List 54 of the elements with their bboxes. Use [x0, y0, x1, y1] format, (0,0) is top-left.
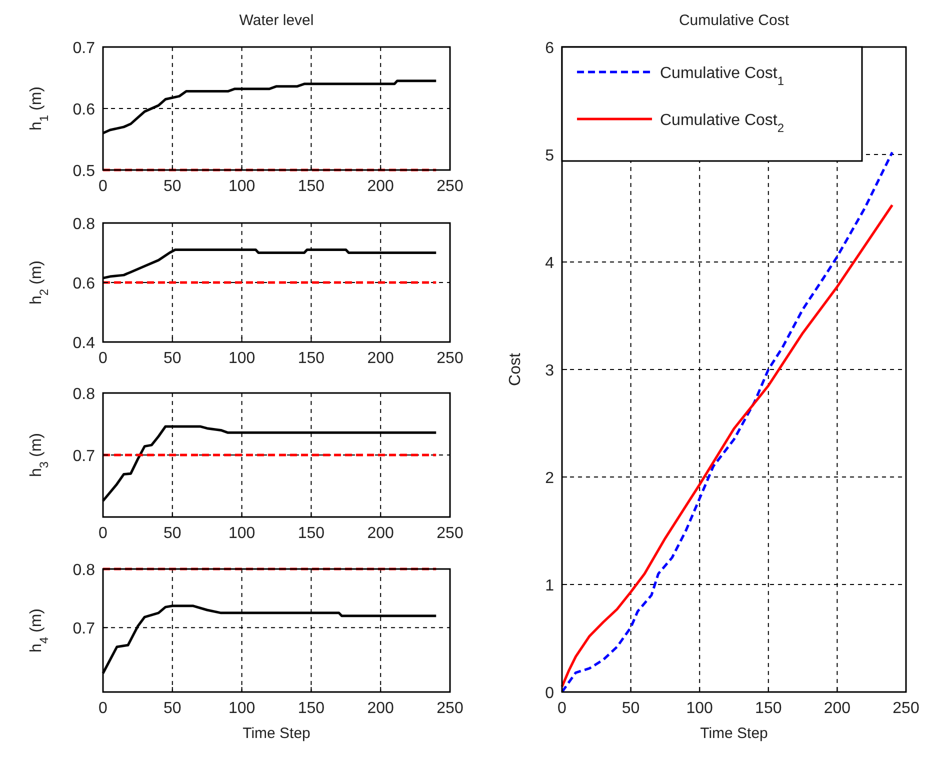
y-tick-label: 4 [545, 255, 554, 272]
y-tick-label: 3 [545, 362, 554, 380]
y-tick-label: 5 [545, 148, 554, 164]
legend-label: Cumulative Cost$_{2}$ [660, 112, 784, 135]
x-axis-title: Time Step [242, 725, 310, 742]
y-tick-label: 0.8 [72, 216, 96, 233]
x-tick-label: 200 [367, 525, 394, 542]
y-axis-title: Cost [507, 352, 524, 386]
x-tick-label: 200 [367, 178, 394, 195]
x-tick-label: 150 [298, 178, 325, 195]
x-tick-label: 50 [622, 700, 640, 717]
y-tick-label: 1 [545, 578, 554, 594]
x-tick-label: 50 [164, 350, 182, 367]
y-tick-label: 0.6 [72, 102, 96, 118]
y-tick-label: 6 [545, 40, 554, 57]
y-tick-label: 0 [545, 685, 554, 702]
x-tick-label: 100 [228, 525, 256, 542]
x-tick-label: 0 [98, 700, 108, 717]
x-tick-label: 0 [98, 350, 108, 367]
x-tick-label: 100 [228, 350, 256, 367]
y-tick-label: 0.7 [72, 448, 96, 465]
chart-title: Cumulative Cost [678, 12, 790, 29]
x-tick-label: 150 [298, 350, 325, 367]
x-tick-label: 150 [755, 700, 782, 717]
x-tick-label: 250 [436, 350, 464, 367]
x-tick-label: 0 [98, 525, 108, 542]
x-tick-label: 250 [892, 700, 920, 717]
y-tick-label: 0.7 [72, 40, 96, 57]
x-tick-label: 50 [164, 178, 182, 195]
x-tick-label: 0 [558, 700, 567, 717]
x-tick-label: 100 [228, 178, 256, 195]
x-tick-label: 150 [298, 700, 325, 717]
x-tick-label: 250 [436, 700, 464, 717]
x-tick-label: 100 [686, 700, 714, 717]
x-tick-label: 250 [436, 525, 464, 542]
x-tick-label: 50 [164, 525, 182, 542]
x-tick-label: 100 [228, 700, 256, 717]
y-tick-label: 2 [545, 470, 554, 487]
x-tick-label: 200 [367, 700, 394, 717]
y-tick-label: 0.6 [72, 276, 96, 292]
x-tick-label: 250 [436, 178, 464, 195]
x-tick-label: 200 [824, 700, 851, 717]
x-tick-label: 150 [298, 525, 325, 542]
y-tick-label: 0.5 [72, 163, 96, 180]
legend-label: Cumulative Cost$_{1}$ [660, 65, 784, 88]
y-tick-label: 0.8 [72, 386, 96, 403]
y-tick-label: 0.8 [72, 562, 96, 579]
x-tick-label: 50 [164, 700, 182, 717]
y-tick-label: 0.7 [72, 620, 96, 638]
y-tick-label: 0.4 [72, 335, 96, 352]
x-tick-label: 0 [98, 178, 108, 195]
x-tick-label: 200 [367, 350, 394, 367]
x-axis-title: Time Step [700, 725, 768, 742]
chart-title: Water level [239, 12, 314, 29]
